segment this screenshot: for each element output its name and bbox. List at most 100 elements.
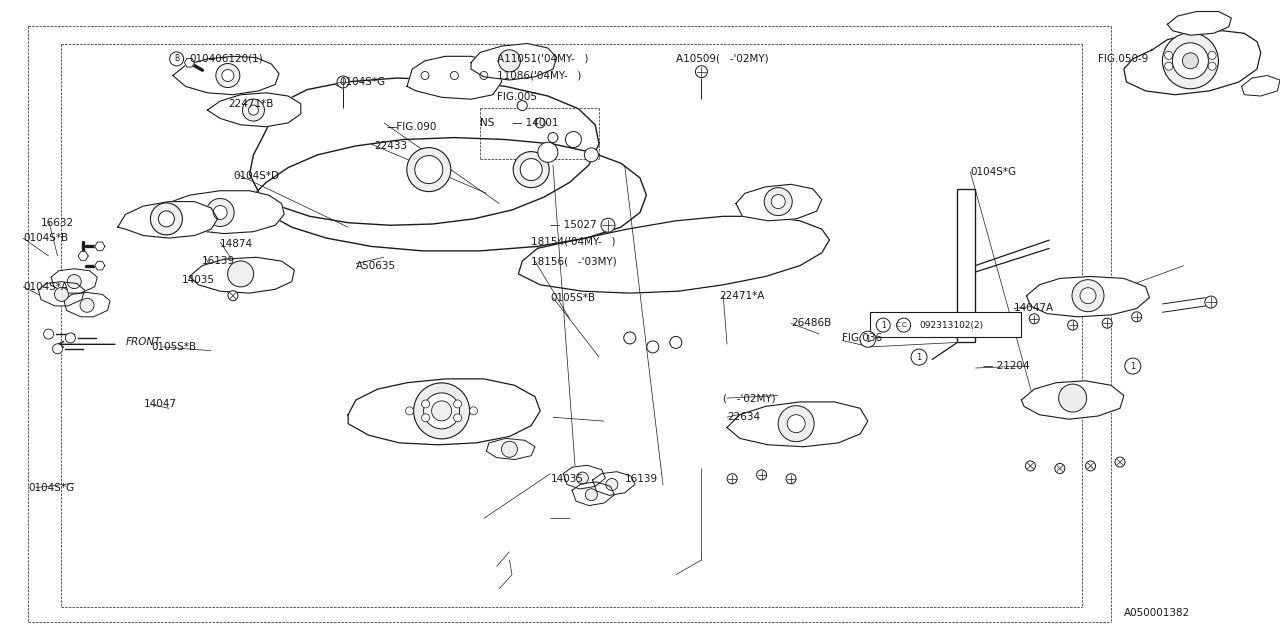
Circle shape [216,63,239,88]
Text: 1: 1 [865,335,870,344]
Text: A50635: A50635 [356,260,396,271]
Circle shape [520,159,543,180]
Polygon shape [471,44,557,80]
Text: 0104S*G: 0104S*G [339,77,385,87]
Circle shape [159,211,174,227]
Circle shape [81,298,93,312]
Circle shape [68,275,81,289]
Polygon shape [173,56,279,95]
Polygon shape [250,138,646,251]
Text: 14035: 14035 [182,275,215,285]
Text: FIG.005: FIG.005 [497,92,536,102]
Circle shape [877,318,890,332]
Circle shape [228,291,238,301]
Circle shape [248,105,259,115]
Text: 0104S*A: 0104S*A [23,282,68,292]
Text: 14047: 14047 [143,399,177,410]
Circle shape [669,337,682,348]
Polygon shape [593,472,635,495]
Circle shape [1132,312,1142,322]
Circle shape [727,474,737,484]
Circle shape [778,406,814,442]
Polygon shape [189,257,294,293]
Circle shape [170,52,183,66]
Circle shape [480,72,488,79]
Bar [870,312,1021,337]
Circle shape [548,132,558,143]
Text: 14035: 14035 [550,474,584,484]
Text: FRONT: FRONT [125,337,161,348]
Circle shape [228,261,253,287]
Text: —FIG.090: —FIG.090 [387,122,436,132]
Circle shape [764,188,792,216]
Text: 1: 1 [1130,362,1135,371]
Circle shape [772,195,785,209]
Circle shape [1208,51,1216,60]
Polygon shape [207,93,301,127]
Circle shape [55,287,68,301]
Circle shape [151,203,183,235]
Circle shape [453,400,462,408]
Circle shape [1085,461,1096,471]
Polygon shape [95,242,105,251]
Circle shape [1165,62,1172,70]
Circle shape [1125,358,1140,374]
Polygon shape [250,78,599,225]
Circle shape [1025,461,1036,471]
Circle shape [517,100,527,111]
Circle shape [1162,33,1219,89]
Circle shape [1068,320,1078,330]
Circle shape [513,152,549,188]
Text: 1: 1 [916,353,922,362]
Text: 0105S*B: 0105S*B [550,292,595,303]
Text: 18154('04MY-   ): 18154('04MY- ) [531,237,616,247]
Text: 14047A: 14047A [1014,303,1053,314]
Text: A11051('04MY-   ): A11051('04MY- ) [497,54,588,64]
Circle shape [1059,384,1087,412]
Text: 18156(   -'03MY): 18156( -'03MY) [531,256,617,266]
Circle shape [242,99,265,121]
Circle shape [337,76,349,88]
Circle shape [415,156,443,184]
Circle shape [421,72,429,79]
Circle shape [860,332,876,347]
Circle shape [1204,296,1217,308]
Circle shape [1208,62,1216,70]
Text: 16139: 16139 [202,256,236,266]
Circle shape [1183,52,1198,68]
Polygon shape [51,269,97,293]
Circle shape [1055,463,1065,474]
Text: 22634: 22634 [727,412,760,422]
Polygon shape [1242,76,1280,96]
Text: B: B [174,54,179,63]
Text: FIG.050-9: FIG.050-9 [1098,54,1148,64]
Text: 092313102(2): 092313102(2) [919,321,983,330]
Circle shape [221,70,234,81]
Text: 010406120(1): 010406120(1) [189,54,264,64]
Circle shape [1165,51,1172,60]
Polygon shape [1021,381,1124,419]
Text: 16632: 16632 [41,218,74,228]
Circle shape [585,489,598,500]
Circle shape [1115,457,1125,467]
Polygon shape [64,292,110,317]
Circle shape [206,198,234,227]
Polygon shape [572,482,614,506]
Polygon shape [184,58,195,67]
Circle shape [1172,43,1208,79]
Circle shape [470,407,477,415]
Text: 16139: 16139 [625,474,658,484]
Circle shape [786,474,796,484]
Circle shape [214,205,227,220]
Circle shape [1080,287,1096,303]
Polygon shape [727,402,868,447]
Circle shape [576,472,589,484]
Text: 11086('04MY-   ): 11086('04MY- ) [497,70,581,81]
Circle shape [602,218,614,232]
Circle shape [538,142,558,163]
Circle shape [787,415,805,433]
Circle shape [421,400,430,408]
Text: C: C [896,322,901,328]
Polygon shape [156,191,284,234]
Text: (   -'02MY): ( -'02MY) [723,393,776,403]
